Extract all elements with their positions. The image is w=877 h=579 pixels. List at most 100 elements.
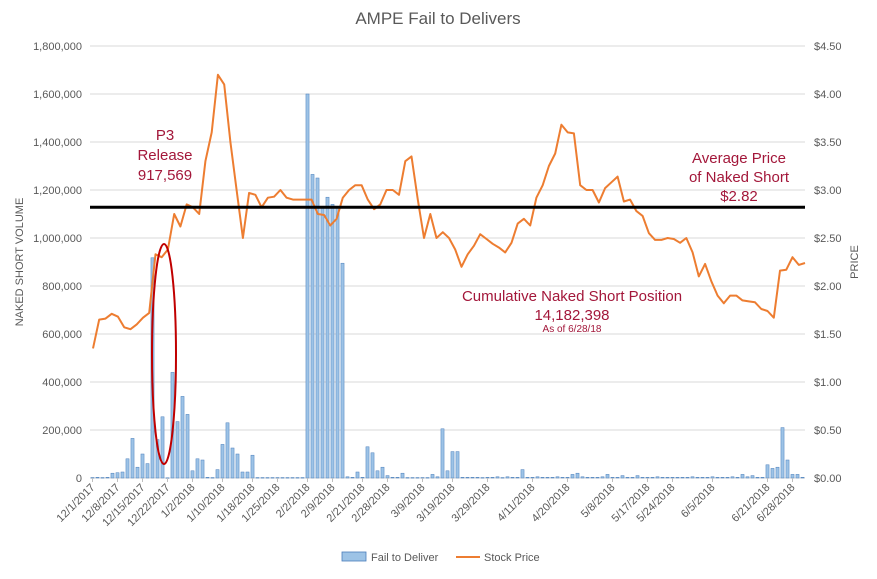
fail-to-deliver-bar: [635, 475, 640, 479]
fail-to-deliver-bar: [695, 477, 700, 479]
legend-swatch-fail-to-deliver: [341, 551, 367, 562]
fail-to-deliver-bar: [355, 471, 360, 479]
fail-to-deliver-bar: [510, 477, 515, 479]
annotation-avg-line1: Average Price: [692, 150, 786, 167]
fail-to-deliver-bar: [425, 477, 430, 479]
fail-to-deliver-bar: [125, 458, 130, 479]
fail-to-deliver-bar: [200, 459, 205, 479]
annotation-p3-line1: P3: [156, 127, 174, 144]
fail-to-deliver-bar: [400, 472, 405, 479]
fail-to-deliver-bar: [205, 477, 210, 479]
fail-to-deliver-bar: [445, 470, 450, 479]
fail-to-deliver-bar: [325, 196, 330, 479]
fail-to-deliver-bar: [505, 476, 510, 479]
fail-to-deliver-bar: [235, 453, 240, 479]
fail-to-deliver-bar: [255, 477, 260, 479]
fail-to-deliver-bar: [240, 471, 245, 479]
fail-to-deliver-bar: [480, 477, 485, 479]
p3-highlight-ellipse: [151, 243, 177, 465]
fail-to-deliver-bar: [575, 472, 580, 479]
y-tick-right-label: $1.50: [814, 329, 842, 341]
y-tick-right-label: $4.50: [814, 41, 842, 53]
fail-to-deliver-bar: [405, 477, 410, 479]
y-tick-right-label: $1.00: [814, 377, 842, 389]
fail-to-deliver-bar: [710, 476, 715, 479]
legend-label-stock-price: Stock Price: [484, 552, 540, 564]
fail-to-deliver-bar: [475, 477, 480, 479]
fail-to-deliver-bar: [770, 468, 775, 479]
annotation-avg-line3: $2.82: [720, 188, 758, 205]
fail-to-deliver-bar: [650, 477, 655, 479]
fail-to-deliver-bar: [615, 477, 620, 479]
fail-to-deliver-bar: [705, 477, 710, 479]
fail-to-deliver-bar: [665, 477, 670, 479]
fail-to-deliver-bar: [280, 477, 285, 479]
fail-to-deliver-bar: [495, 476, 500, 479]
fail-to-deliver-bar: [590, 477, 595, 479]
x-tick-label: 3/29/2018: [450, 482, 493, 525]
fail-to-deliver-bar: [270, 477, 275, 479]
fail-to-deliver-bar: [625, 477, 630, 479]
chart-title: AMPE Fail to Delivers: [355, 9, 520, 28]
fail-to-deliver-bar: [485, 477, 490, 479]
annotation-p3-line3: 917,569: [138, 167, 192, 184]
y-tick-left-label: 1,600,000: [33, 89, 82, 101]
annotation-cumulative-title: Cumulative Naked Short Position: [462, 288, 682, 305]
fail-to-deliver-bar: [415, 477, 420, 479]
fail-to-deliver-bar: [175, 421, 180, 479]
fail-to-deliver-bar: [300, 477, 305, 479]
y-tick-right-label: $2.50: [814, 233, 842, 245]
fail-to-deliver-bar: [135, 466, 140, 479]
fail-to-deliver-bar: [775, 466, 780, 479]
fail-to-deliver-bar: [380, 466, 385, 479]
fail-to-deliver-bar: [500, 477, 505, 479]
fail-to-deliver-bar: [385, 475, 390, 479]
fail-to-deliver-bar: [430, 474, 435, 479]
fail-to-deliver-bar: [315, 177, 320, 479]
fail-to-deliver-bar: [390, 477, 395, 479]
fail-to-deliver-bar: [100, 477, 105, 479]
fail-to-deliver-bar: [670, 477, 675, 479]
fail-to-deliver-bar: [185, 414, 190, 479]
fail-to-deliver-bar: [640, 477, 645, 479]
fail-to-deliver-bar: [630, 477, 635, 479]
fail-to-deliver-bar: [210, 477, 215, 479]
fail-to-deliver-bar: [360, 477, 365, 479]
fail-to-deliver-bar: [440, 428, 445, 479]
fail-to-deliver-bar: [265, 477, 270, 479]
fail-to-deliver-bar: [700, 477, 705, 479]
y-axis-left-label: NAKED SHORT VOLUME: [14, 198, 26, 327]
fail-to-deliver-bar: [645, 477, 650, 479]
fail-to-deliver-bar: [470, 477, 475, 479]
fail-to-deliver-bar: [785, 459, 790, 479]
fail-to-deliver-bar: [755, 477, 760, 479]
fail-to-deliver-bar: [610, 477, 615, 479]
fail-to-deliver-bar: [110, 472, 115, 479]
fail-to-deliver-bar: [465, 477, 470, 479]
y-tick-left-label: 600,000: [42, 329, 82, 341]
y-tick-right-label: $3.50: [814, 137, 842, 149]
fail-to-deliver-bar: [730, 476, 735, 479]
fail-to-deliver-bar: [740, 474, 745, 479]
x-tick-label: 6/5/2018: [679, 482, 718, 521]
fail-to-deliver-bar: [330, 204, 335, 479]
annotation-cumulative-value: 14,182,398: [534, 307, 609, 324]
fail-to-deliver-bar: [675, 477, 680, 479]
fail-to-deliver-bar: [790, 474, 795, 479]
y-tick-left-label: 800,000: [42, 281, 82, 293]
fail-to-deliver-bar: [600, 476, 605, 479]
fail-to-deliver-bar: [750, 475, 755, 479]
fail-to-deliver-bar: [720, 477, 725, 479]
fail-to-deliver-bar: [515, 477, 520, 479]
fail-to-deliver-bar: [585, 477, 590, 479]
fail-to-deliver-bar: [760, 477, 765, 479]
fail-to-deliver-bar: [95, 477, 100, 479]
fail-to-deliver-bar: [560, 477, 565, 479]
fail-to-deliver-bar: [120, 471, 125, 479]
fail-to-deliver-bar: [550, 477, 555, 479]
fail-to-deliver-bar: [780, 427, 785, 479]
y-tick-left-label: 0: [76, 473, 82, 485]
fail-to-deliver-bar: [290, 477, 295, 479]
